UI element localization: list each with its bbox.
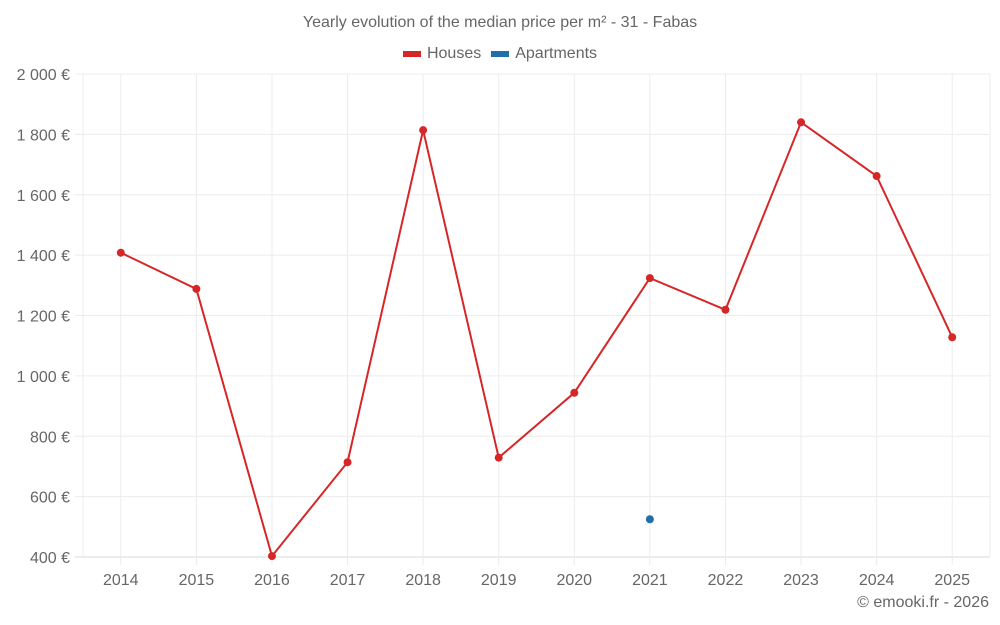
x-tick-label: 2025	[934, 572, 970, 589]
x-tick-label: 2024	[859, 572, 895, 589]
data-point-houses[interactable]	[116, 248, 125, 257]
y-tick-label: 1 600 €	[17, 188, 70, 205]
x-tick-label: 2017	[330, 572, 366, 589]
chart-title: Yearly evolution of the median price per…	[302, 14, 698, 31]
data-point-houses[interactable]	[267, 552, 276, 561]
data-point-houses[interactable]	[797, 118, 806, 127]
x-tick-label: 2016	[254, 572, 290, 589]
y-tick-label: 2 000 €	[17, 67, 70, 84]
houses-swatch-icon	[402, 51, 421, 57]
data-point-houses[interactable]	[872, 172, 881, 181]
series-line-houses	[120, 120, 954, 559]
data-point-houses[interactable]	[192, 284, 201, 293]
data-point-houses[interactable]	[948, 333, 957, 342]
data-point-apartments[interactable]	[645, 515, 654, 524]
x-tick-label: 2021	[632, 572, 668, 589]
credit: © emooki.fr - 2026	[857, 594, 989, 611]
y-tick-label: 600 €	[30, 490, 70, 507]
apartments-swatch-icon	[491, 51, 510, 57]
legend: Houses Apartments	[0, 45, 1000, 63]
y-tick-label: 800 €	[30, 429, 70, 446]
x-tick-label: 2019	[481, 572, 517, 589]
y-tick-label: 1 400 €	[17, 248, 70, 265]
y-tick-label: 1 200 €	[17, 309, 70, 326]
data-point-houses[interactable]	[721, 305, 730, 314]
data-point-houses[interactable]	[343, 458, 352, 467]
data-point-houses[interactable]	[419, 126, 428, 135]
x-tick-label: 2014	[103, 572, 139, 589]
legend-item-houses[interactable]: Houses	[402, 45, 482, 63]
y-tick-label: 1 800 €	[17, 127, 70, 144]
data-point-houses[interactable]	[494, 453, 503, 462]
data-point-houses[interactable]	[645, 274, 654, 283]
x-tick-label: 2022	[708, 572, 744, 589]
y-tick-label: 400 €	[30, 550, 70, 567]
legend-label-apartments: Apartments	[515, 45, 598, 62]
x-tick-label: 2015	[179, 572, 215, 589]
data-point-houses[interactable]	[570, 388, 579, 397]
x-tick-label: 2023	[783, 572, 819, 589]
y-tick-label: 1 000 €	[17, 369, 70, 386]
legend-label-houses: Houses	[426, 45, 482, 62]
legend-item-apartments[interactable]: Apartments	[491, 45, 597, 63]
x-tick-label: 2018	[405, 572, 441, 589]
x-tick-label: 2020	[556, 572, 592, 589]
